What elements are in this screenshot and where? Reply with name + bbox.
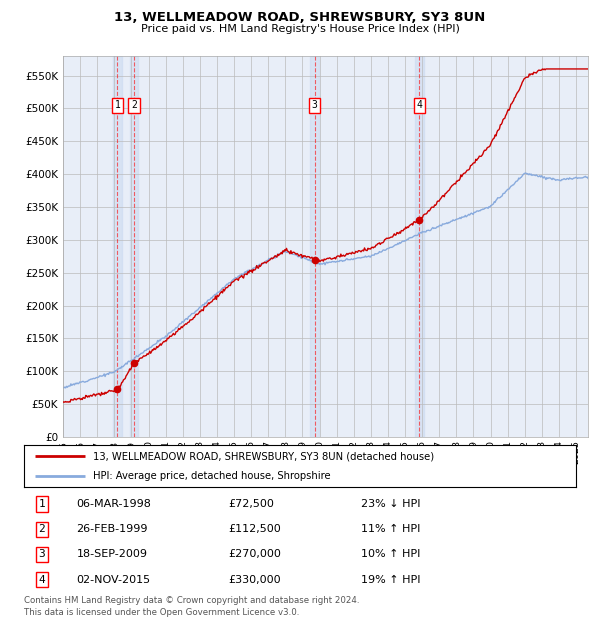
Bar xyxy=(310,56,319,437)
Text: 2: 2 xyxy=(131,100,137,110)
Text: 18-SEP-2009: 18-SEP-2009 xyxy=(76,549,148,559)
Bar xyxy=(130,56,138,437)
Text: 11% ↑ HPI: 11% ↑ HPI xyxy=(361,525,420,534)
Text: 3: 3 xyxy=(38,549,45,559)
Text: HPI: Average price, detached house, Shropshire: HPI: Average price, detached house, Shro… xyxy=(93,471,331,480)
Bar xyxy=(415,56,424,437)
Text: 19% ↑ HPI: 19% ↑ HPI xyxy=(361,575,420,585)
Text: 13, WELLMEADOW ROAD, SHREWSBURY, SY3 8UN: 13, WELLMEADOW ROAD, SHREWSBURY, SY3 8UN xyxy=(115,11,485,24)
Text: £72,500: £72,500 xyxy=(228,499,274,509)
Text: Contains HM Land Registry data © Crown copyright and database right 2024.
This d: Contains HM Land Registry data © Crown c… xyxy=(24,596,359,618)
Text: 23% ↓ HPI: 23% ↓ HPI xyxy=(361,499,420,509)
Text: 3: 3 xyxy=(312,100,317,110)
Text: 4: 4 xyxy=(416,100,422,110)
Text: £270,000: £270,000 xyxy=(228,549,281,559)
Text: 2: 2 xyxy=(38,525,45,534)
Text: 06-MAR-1998: 06-MAR-1998 xyxy=(76,499,151,509)
Text: £112,500: £112,500 xyxy=(228,525,281,534)
Text: 1: 1 xyxy=(115,100,121,110)
Bar xyxy=(113,56,122,437)
Text: 1: 1 xyxy=(38,499,45,509)
Text: £330,000: £330,000 xyxy=(228,575,281,585)
Text: Price paid vs. HM Land Registry's House Price Index (HPI): Price paid vs. HM Land Registry's House … xyxy=(140,24,460,33)
Text: 10% ↑ HPI: 10% ↑ HPI xyxy=(361,549,420,559)
Text: 02-NOV-2015: 02-NOV-2015 xyxy=(76,575,151,585)
Text: 4: 4 xyxy=(38,575,45,585)
Text: 13, WELLMEADOW ROAD, SHREWSBURY, SY3 8UN (detached house): 13, WELLMEADOW ROAD, SHREWSBURY, SY3 8UN… xyxy=(93,451,434,461)
Text: 26-FEB-1999: 26-FEB-1999 xyxy=(76,525,148,534)
